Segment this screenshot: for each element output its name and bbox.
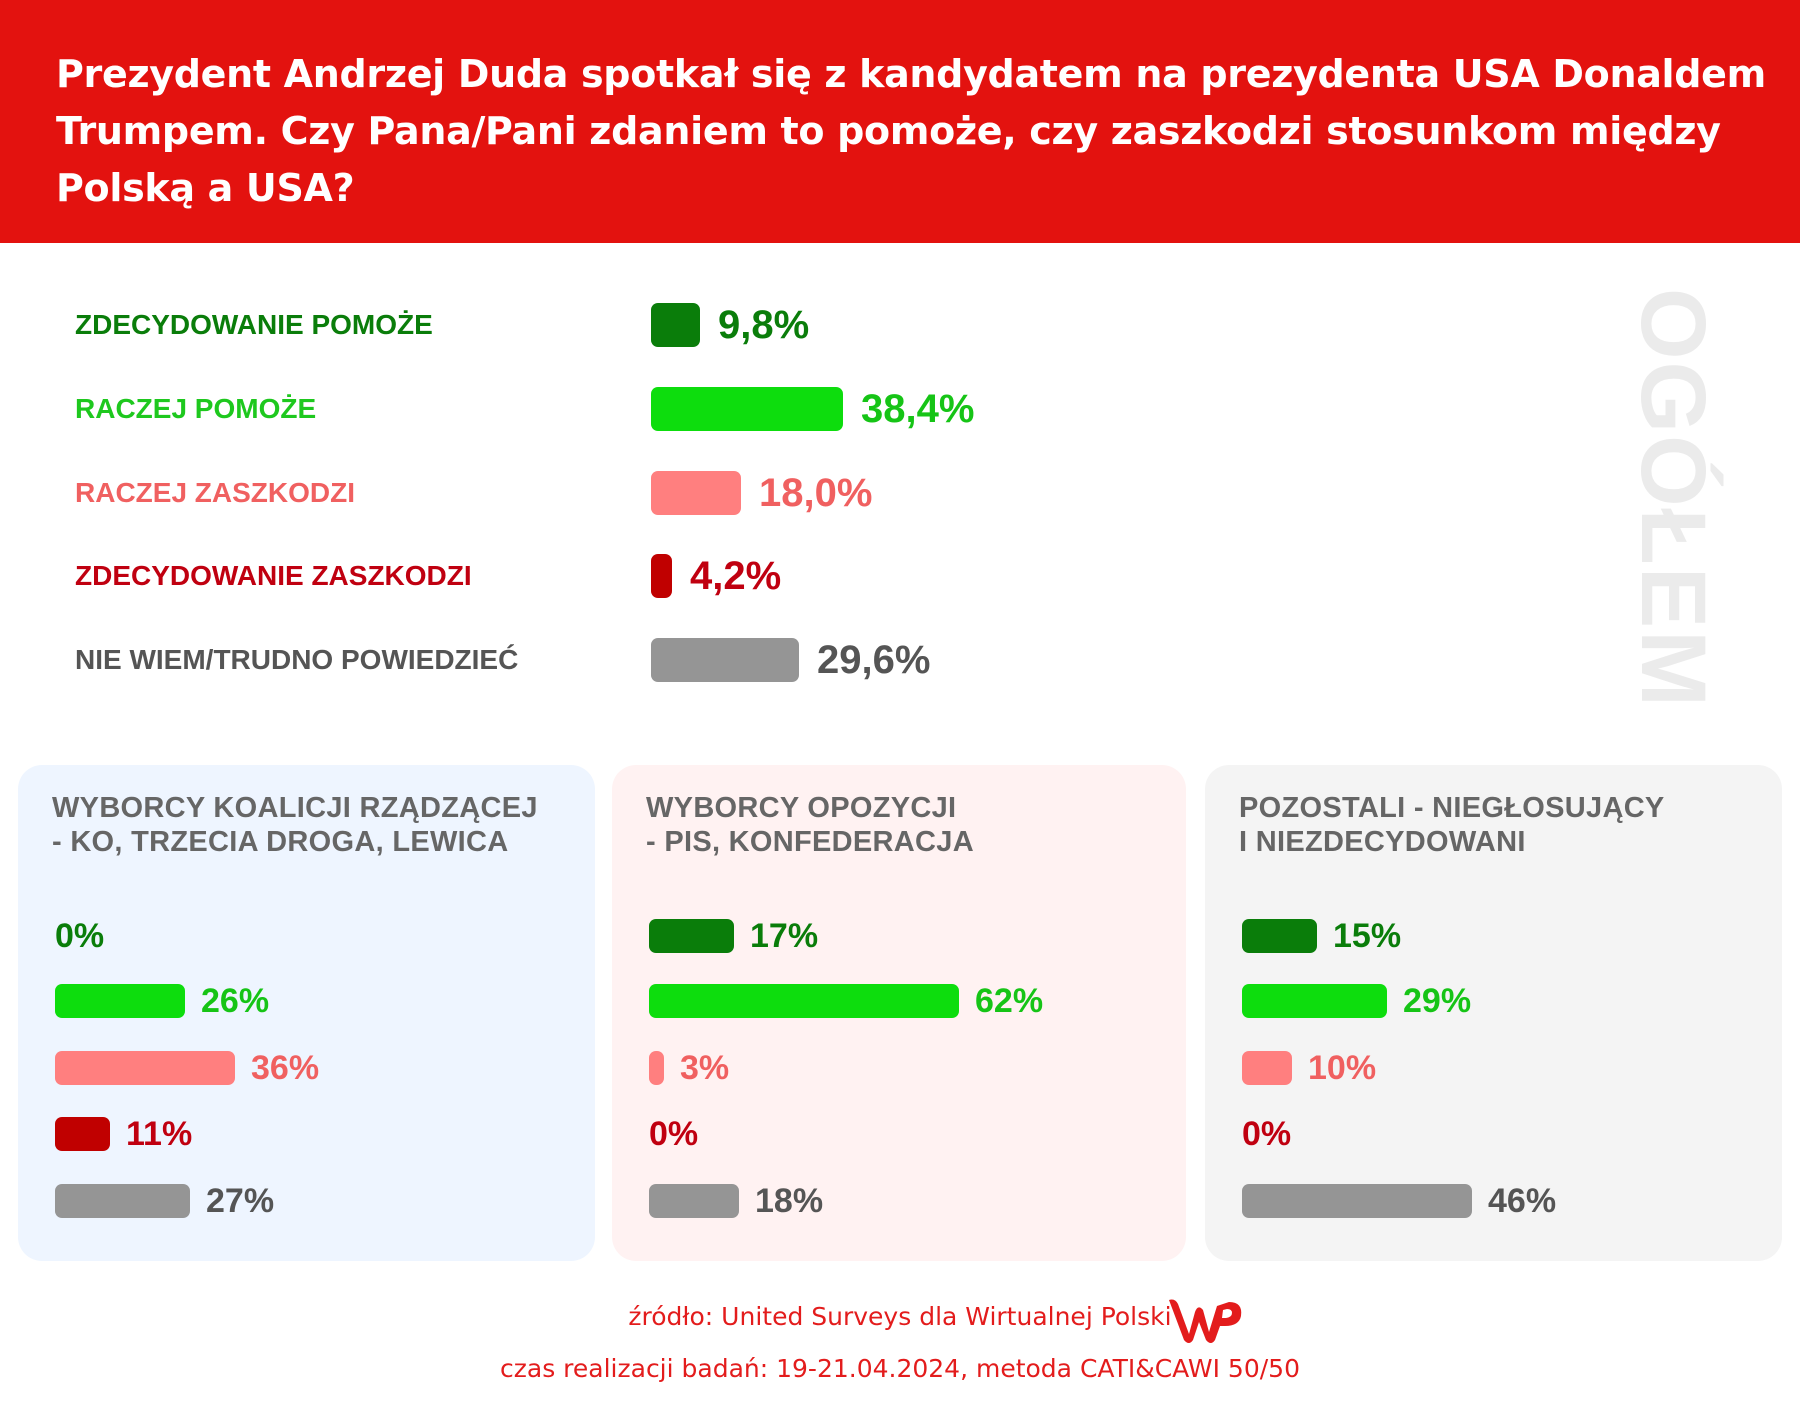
watermark-ogolem: OGÓŁEM (1622, 288, 1724, 709)
value-label: 18,0% (759, 471, 873, 515)
category-label: RACZEJ POMOŻE (75, 393, 317, 424)
bar (651, 387, 843, 431)
main-row: NIE WIEM/TRUDNO POWIEDZIEĆ 29,6% (0, 638, 1500, 682)
value-label: 9,8% (718, 303, 810, 347)
category-label: NIE WIEM/TRUDNO POWIEDZIEĆ (75, 644, 519, 675)
header-banner: Prezydent Andrzej Duda spotkał się z kan… (0, 0, 1800, 243)
wp-logo (1169, 1299, 1242, 1343)
bar (651, 554, 672, 598)
panel-row: 26% (55, 984, 575, 1018)
panel-row: 15% (1242, 919, 1762, 953)
panel-row: 0% (649, 1117, 1169, 1151)
bar (651, 471, 741, 515)
panel-row: 0% (55, 919, 575, 953)
bar (1242, 984, 1387, 1018)
value-label: 26% (201, 982, 270, 1020)
panel-title: WYBORCY OPOZYCJI - PIS, KONFEDERACJA (646, 792, 974, 858)
panel-row: 27% (55, 1184, 575, 1218)
value-label: 11% (126, 1115, 193, 1153)
group-panel: WYBORCY KOALICJI RZĄDZĄCEJ - KO, TRZECIA… (18, 765, 595, 1261)
category-label: RACZEJ ZASZKODZI (75, 477, 355, 508)
bar (55, 1117, 110, 1151)
bar (651, 638, 799, 682)
value-label: 27% (206, 1182, 275, 1220)
panel-row: 46% (1242, 1184, 1762, 1218)
category-label: ZDECYDOWANIE ZASZKODZI (75, 560, 472, 591)
panel-row: 10% (1242, 1051, 1762, 1085)
bar (649, 1051, 664, 1085)
value-label: 15% (1333, 917, 1402, 955)
main-row: RACZEJ ZASZKODZI 18,0% (0, 471, 1500, 515)
main-row: RACZEJ POMOŻE 38,4% (0, 387, 1500, 431)
bar (1242, 919, 1317, 953)
panel-row: 3% (649, 1051, 1169, 1085)
main-row: ZDECYDOWANIE ZASZKODZI 4,2% (0, 554, 1500, 598)
panel-title: POZOSTALI - NIEGŁOSUJĄCY I NIEZDECYDOWAN… (1239, 792, 1665, 858)
value-label: 29% (1403, 982, 1472, 1020)
panel-row: 29% (1242, 984, 1762, 1018)
value-label: 0% (55, 917, 105, 955)
value-label: 18% (755, 1182, 824, 1220)
method-note: czas realizacji badań: 19-21.04.2024, me… (500, 1354, 1300, 1383)
bar (649, 984, 959, 1018)
value-label: 0% (1242, 1115, 1292, 1153)
bar (649, 1184, 739, 1218)
panel-row: 17% (649, 919, 1169, 953)
bar (55, 984, 185, 1018)
value-label: 62% (975, 982, 1044, 1020)
bar (55, 1184, 190, 1218)
value-label: 36% (251, 1049, 320, 1087)
source-note: źródło: United Surveys dla Wirtualnej Po… (628, 1302, 1172, 1331)
panel-title: WYBORCY KOALICJI RZĄDZĄCEJ - KO, TRZECIA… (52, 792, 538, 858)
bar (651, 303, 700, 347)
bar (1242, 1051, 1292, 1085)
value-label: 4,2% (690, 554, 782, 598)
panel-row: 62% (649, 984, 1169, 1018)
group-panel: WYBORCY OPOZYCJI - PIS, KONFEDERACJA 17% 6… (612, 765, 1186, 1261)
bar (55, 1051, 235, 1085)
group-panel: POZOSTALI - NIEGŁOSUJĄCY I NIEZDECYDOWAN… (1205, 765, 1782, 1261)
main-row: ZDECYDOWANIE POMOŻE 9,8% (0, 303, 1500, 347)
category-label: ZDECYDOWANIE POMOŻE (75, 309, 433, 340)
panel-row: 11% (55, 1117, 575, 1151)
bar (1242, 1184, 1472, 1218)
panel-row: 36% (55, 1051, 575, 1085)
bar (649, 919, 734, 953)
value-label: 46% (1488, 1182, 1557, 1220)
value-label: 0% (649, 1115, 699, 1153)
panel-row: 18% (649, 1184, 1169, 1218)
value-label: 38,4% (861, 387, 975, 431)
value-label: 10% (1308, 1049, 1377, 1087)
panel-row: 0% (1242, 1117, 1762, 1151)
value-label: 29,6% (817, 638, 931, 682)
chart-title: Prezydent Andrzej Duda spotkał się z kan… (56, 52, 1766, 210)
value-label: 17% (750, 917, 819, 955)
value-label: 3% (680, 1049, 730, 1087)
